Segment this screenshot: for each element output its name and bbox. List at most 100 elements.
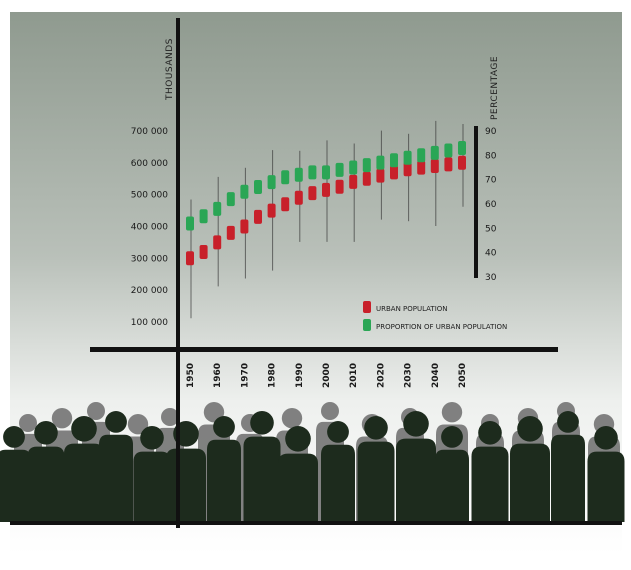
person-head — [517, 416, 543, 442]
person-head — [403, 411, 429, 437]
person-head — [213, 416, 235, 438]
person-body — [207, 439, 241, 522]
legend-label-proportion-urban-population: PROPORTION OF URBAN POPULATION — [376, 323, 507, 331]
proportion-marker — [390, 153, 398, 168]
person-body — [321, 444, 355, 522]
person-head — [285, 426, 311, 452]
person-body — [0, 449, 31, 522]
person-head — [3, 426, 25, 448]
right-axis-label: PERCENTAGE — [490, 56, 500, 120]
legend-swatch-proportion-urban-population — [363, 319, 371, 331]
horizontal-axis-line — [90, 347, 558, 352]
legend: URBAN POPULATION PROPORTION OF URBAN POP… — [363, 301, 507, 331]
urban-population-marker — [322, 182, 330, 197]
ground-line — [10, 521, 622, 525]
series-proportion-urban-population — [186, 141, 466, 231]
left-tick-label: 400 000 — [131, 223, 168, 233]
person-head — [161, 408, 179, 426]
left-tick-label: 300 000 — [131, 254, 168, 264]
right-tick-label: 40 — [485, 249, 497, 259]
urban-population-marker — [226, 225, 235, 240]
proportion-marker — [186, 216, 194, 231]
x-tick-label: 2050 — [458, 363, 468, 388]
x-tick-label: 1970 — [240, 363, 250, 388]
left-tick-label: 500 000 — [131, 191, 168, 201]
x-tick-label: 2030 — [404, 363, 414, 388]
proportion-marker — [213, 201, 222, 216]
person-body — [166, 448, 206, 522]
right-axis-line — [474, 126, 478, 278]
person-body — [243, 436, 281, 522]
person-body — [551, 434, 585, 522]
person-head — [557, 411, 579, 433]
person-head — [105, 411, 127, 433]
right-tick-label: 50 — [485, 224, 497, 234]
person-head — [127, 414, 149, 435]
x-tick-label: 1960 — [213, 363, 223, 388]
legend-label-urban-population: URBAN POPULATION — [376, 305, 448, 313]
proportion-marker — [254, 180, 262, 194]
proportion-marker — [376, 155, 385, 170]
urban-population-marker — [430, 159, 439, 173]
urban-population-marker — [267, 203, 276, 218]
proportion-marker — [226, 192, 235, 207]
urban-population-marker — [308, 186, 317, 201]
right-tick-label: 70 — [485, 176, 497, 186]
proportion-marker — [430, 145, 439, 160]
person-head — [364, 416, 388, 440]
person-head — [140, 426, 164, 450]
urban-population-marker — [390, 165, 398, 180]
person-head — [19, 414, 37, 432]
person-body — [99, 434, 133, 522]
person-head — [441, 426, 463, 448]
crowd-foreground-silhouettes — [0, 411, 625, 522]
urban-population-marker — [444, 157, 453, 172]
proportion-marker — [267, 175, 276, 190]
x-tick-label: 1950 — [186, 363, 196, 388]
right-tick-label: 30 — [485, 273, 497, 283]
person-head — [250, 411, 274, 435]
proportion-marker — [322, 165, 330, 180]
person-head — [51, 408, 73, 429]
person-body — [510, 443, 550, 522]
left-tick-label: 700 000 — [131, 127, 168, 137]
person-head — [327, 421, 349, 443]
person-body — [435, 449, 469, 522]
person-head — [594, 426, 618, 450]
proportion-marker — [240, 184, 249, 199]
proportion-marker — [349, 160, 358, 175]
person-body — [133, 451, 171, 522]
urban-population-marker — [349, 174, 358, 189]
x-axis-ticks: 1950 1960 1970 1980 1990 2000 2010 2020 2030 2040… — [186, 363, 468, 388]
person-head — [441, 402, 463, 423]
urban-population-marker — [376, 168, 385, 183]
x-tick-label: 2010 — [349, 363, 359, 388]
proportion-marker — [335, 162, 344, 177]
x-tick-label: 1980 — [268, 363, 278, 388]
legend-swatch-urban-population — [363, 301, 371, 313]
right-axis-ticks: 90 80 70 60 50 40 30 — [485, 127, 497, 283]
urban-population-marker — [362, 171, 371, 186]
x-tick-label: 2040 — [431, 363, 441, 388]
urban-population-marker — [199, 245, 208, 259]
x-tick-label: 2020 — [376, 363, 386, 388]
proportion-marker — [444, 143, 453, 158]
urban-population-marker — [186, 251, 194, 266]
proportion-marker — [199, 209, 208, 224]
urban-population-marker — [254, 209, 262, 224]
urban-population-marker — [335, 179, 344, 194]
left-tick-label: 200 000 — [131, 286, 168, 296]
person-body — [471, 446, 509, 522]
person-body — [64, 443, 104, 522]
person-head — [281, 408, 303, 429]
urban-population-marker — [294, 190, 303, 205]
urban-population-marker — [458, 155, 466, 170]
person-body — [587, 451, 625, 522]
series-urban-population — [186, 155, 466, 266]
proportion-marker — [417, 148, 426, 163]
right-tick-label: 60 — [485, 200, 497, 210]
person-body — [396, 438, 436, 522]
vertical-axis-line — [176, 18, 180, 528]
urban-population-marker — [403, 162, 412, 177]
